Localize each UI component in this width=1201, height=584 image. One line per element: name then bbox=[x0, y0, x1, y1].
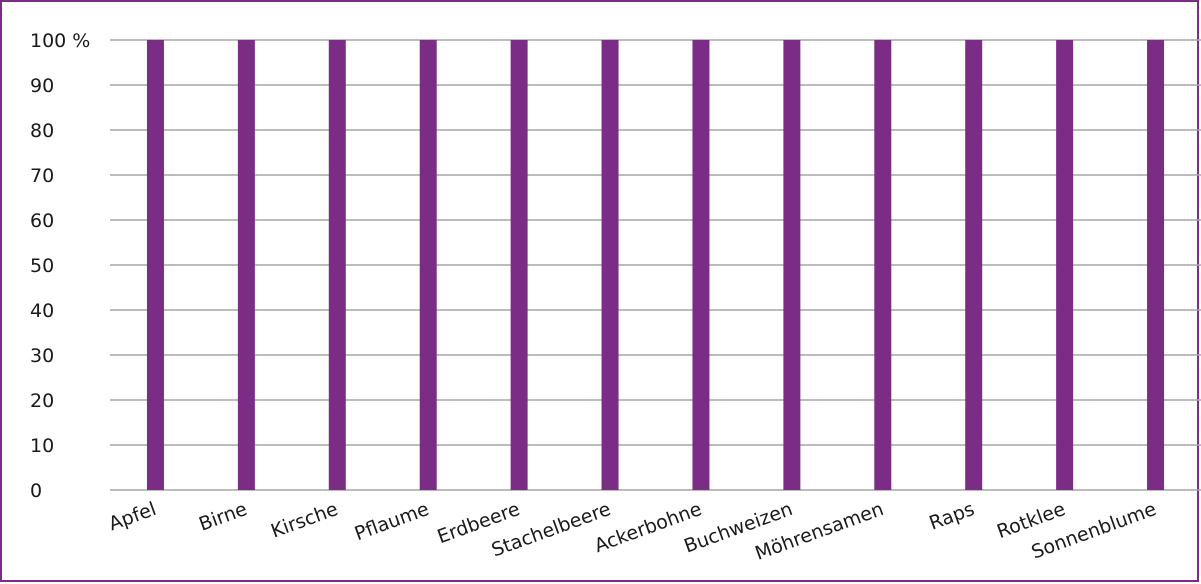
y-tick-label: 60 bbox=[30, 210, 54, 232]
y-tick-label: 30 bbox=[30, 345, 54, 367]
y-tick-label: 80 bbox=[30, 120, 54, 142]
x-category-label: Apfel bbox=[106, 498, 159, 535]
y-tick-label: 20 bbox=[30, 390, 54, 412]
bar-pflaume bbox=[419, 40, 437, 490]
bar-möhrensamen bbox=[874, 40, 892, 490]
x-category-label: Pflaume bbox=[352, 498, 432, 545]
y-tick-label: 40 bbox=[30, 300, 54, 322]
bar-raps bbox=[965, 40, 983, 490]
y-tick-label: 100 % bbox=[30, 30, 90, 52]
bar-buchweizen bbox=[783, 40, 801, 490]
y-tick-label: 0 bbox=[30, 480, 42, 502]
bar-apfel bbox=[146, 40, 164, 490]
bar-ackerbohne bbox=[692, 40, 710, 490]
x-category-label: Kirsche bbox=[268, 498, 341, 542]
bars bbox=[146, 40, 1165, 490]
gridlines bbox=[110, 39, 1201, 491]
x-category-label: Raps bbox=[926, 498, 977, 535]
bar-kirsche bbox=[328, 40, 346, 490]
bar-birne bbox=[237, 40, 255, 490]
bar-erdbeere bbox=[510, 40, 528, 490]
y-tick-label: 70 bbox=[30, 165, 54, 187]
x-category-label: Birne bbox=[196, 498, 250, 536]
bar-sonnenblume bbox=[1147, 40, 1165, 490]
y-tick-label: 10 bbox=[30, 435, 54, 457]
x-axis-category-labels: Apfel Birne Kirsche Pflaume ErdbeereStachelb… bbox=[106, 498, 1159, 565]
bar-stachelbeere bbox=[601, 40, 619, 490]
bar-rotklee bbox=[1056, 40, 1074, 490]
y-tick-label: 90 bbox=[30, 75, 54, 97]
y-axis-tick-labels: 0 10 20 30 40 50 60 70 80 90 100 % bbox=[30, 30, 90, 502]
y-tick-label: 50 bbox=[30, 255, 54, 277]
